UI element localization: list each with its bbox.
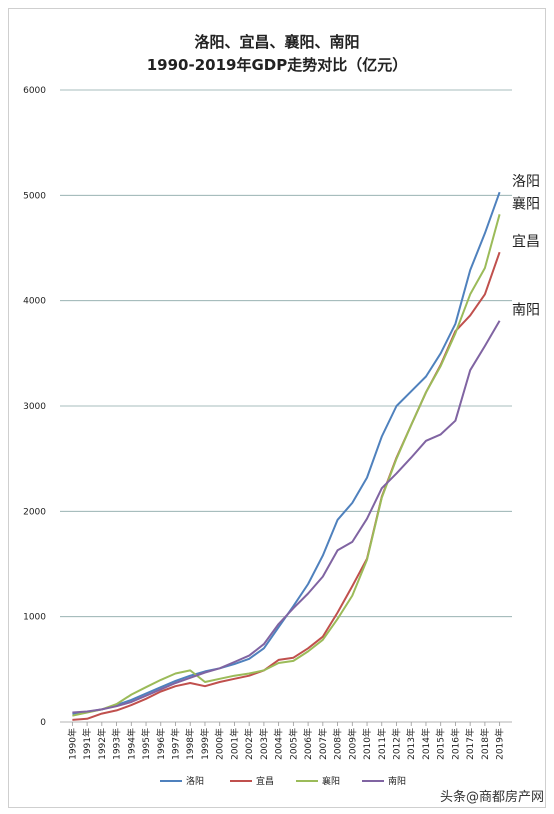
- x-tick-label: 2009年: [346, 728, 358, 760]
- series-line-3: [72, 214, 501, 717]
- y-tick-label: 2000: [23, 507, 46, 517]
- y-tick-label: 0: [40, 718, 46, 728]
- x-tick-label: 1992年: [96, 728, 108, 760]
- x-tick-label: 2015年: [435, 728, 447, 760]
- series-end-label: 洛阳: [512, 174, 540, 190]
- x-tick-label: 2007年: [317, 728, 329, 760]
- legend-label: 南阳: [388, 775, 406, 787]
- y-tick-label: 4000: [23, 297, 46, 307]
- series-line-4: [72, 320, 501, 714]
- x-tick-label: 1997年: [170, 728, 182, 760]
- x-tick-label: 1996年: [155, 728, 167, 760]
- series-end-label: 宜昌: [512, 234, 540, 250]
- x-tick-label: 1993年: [111, 728, 123, 760]
- legend-label: 宜昌: [256, 775, 274, 787]
- x-tick-label: 1991年: [81, 728, 93, 760]
- legend-label: 襄阳: [322, 775, 340, 787]
- chart-title-line2: 1990-2019年GDP走势对比（亿元）: [147, 56, 407, 74]
- x-tick-label: 2010年: [361, 728, 373, 760]
- x-tick-label: 2000年: [214, 728, 226, 760]
- series-end-label: 南阳: [512, 303, 540, 319]
- chart-frame: [8, 8, 546, 808]
- x-tick-label: 2005年: [287, 728, 299, 760]
- x-tick-label: 1994年: [125, 728, 137, 760]
- y-tick-label: 3000: [23, 402, 46, 412]
- chart-title-line1: 洛阳、宜昌、襄阳、南阳: [194, 33, 359, 51]
- legend-label: 洛阳: [186, 775, 204, 787]
- series-line-1: [72, 191, 501, 715]
- x-axis: 1990年 1991年 1992年 1993年 1994年 1995年 1996年 1997年…: [66, 722, 506, 760]
- x-tick-label: 2018年: [479, 728, 491, 760]
- x-tick-label: 2014年: [420, 728, 432, 760]
- x-tick-label: 1998年: [184, 728, 196, 760]
- x-tick-label: 2003年: [258, 728, 270, 760]
- x-tick-label: 2006年: [302, 728, 314, 760]
- x-tick-label: 2016年: [449, 728, 461, 760]
- y-tick-label: 1000: [23, 613, 46, 623]
- x-tick-label: 2004年: [273, 728, 285, 760]
- y-axis: 0 1000 2000 3000 4000 5000 6000: [23, 86, 46, 728]
- x-tick-label: 2002年: [243, 728, 255, 760]
- y-tick-label: 5000: [23, 191, 46, 201]
- grid: [60, 89, 512, 723]
- series-lines: [72, 191, 501, 721]
- x-tick-label: 2019年: [494, 728, 506, 760]
- x-tick-label: 2013年: [405, 728, 417, 760]
- series-line-2: [72, 251, 501, 721]
- legend: 洛阳 宜昌 襄阳 南阳: [160, 775, 406, 787]
- watermark-text: 头条@商都房产网: [440, 789, 544, 805]
- x-tick-label: 2017年: [464, 728, 476, 760]
- x-tick-label: 2001年: [228, 728, 240, 760]
- x-tick-label: 2011年: [376, 728, 388, 760]
- x-tick-label: 1995年: [140, 728, 152, 760]
- y-tick-label: 6000: [23, 86, 46, 96]
- x-tick-label: 2008年: [332, 728, 344, 760]
- x-tick-label: 2012年: [391, 728, 403, 760]
- series-end-label: 襄阳: [512, 196, 540, 212]
- x-tick-label: 1999年: [199, 728, 211, 760]
- x-tick-label: 1990年: [66, 728, 78, 760]
